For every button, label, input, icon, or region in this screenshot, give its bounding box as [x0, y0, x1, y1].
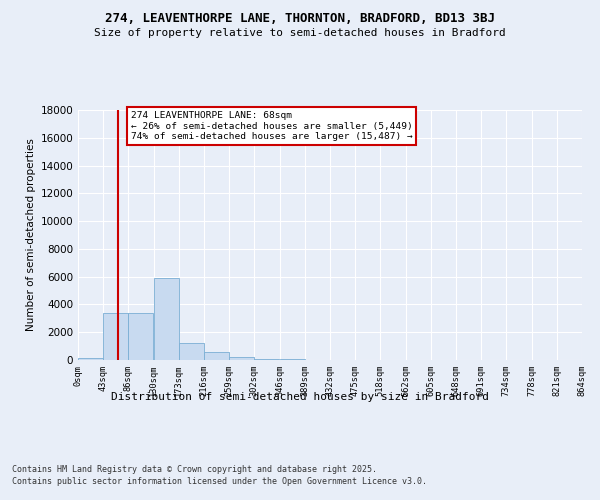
- Bar: [229, 357, 254, 360]
- Bar: [128, 313, 153, 360]
- Text: Contains HM Land Registry data © Crown copyright and database right 2025.: Contains HM Land Registry data © Crown c…: [12, 465, 377, 474]
- Text: Contains public sector information licensed under the Open Government Licence v3: Contains public sector information licen…: [12, 478, 427, 486]
- Text: 274, LEAVENTHORPE LANE, THORNTON, BRADFORD, BD13 3BJ: 274, LEAVENTHORPE LANE, THORNTON, BRADFO…: [105, 12, 495, 26]
- Bar: [254, 358, 279, 360]
- Text: Size of property relative to semi-detached houses in Bradford: Size of property relative to semi-detach…: [94, 28, 506, 38]
- Bar: [179, 344, 204, 360]
- Text: Distribution of semi-detached houses by size in Bradford: Distribution of semi-detached houses by …: [111, 392, 489, 402]
- Bar: [204, 352, 229, 360]
- Y-axis label: Number of semi-detached properties: Number of semi-detached properties: [26, 138, 36, 332]
- Bar: [154, 278, 179, 360]
- Bar: [78, 358, 103, 360]
- Text: 274 LEAVENTHORPE LANE: 68sqm
← 26% of semi-detached houses are smaller (5,449)
7: 274 LEAVENTHORPE LANE: 68sqm ← 26% of se…: [131, 112, 413, 141]
- Bar: [103, 313, 128, 360]
